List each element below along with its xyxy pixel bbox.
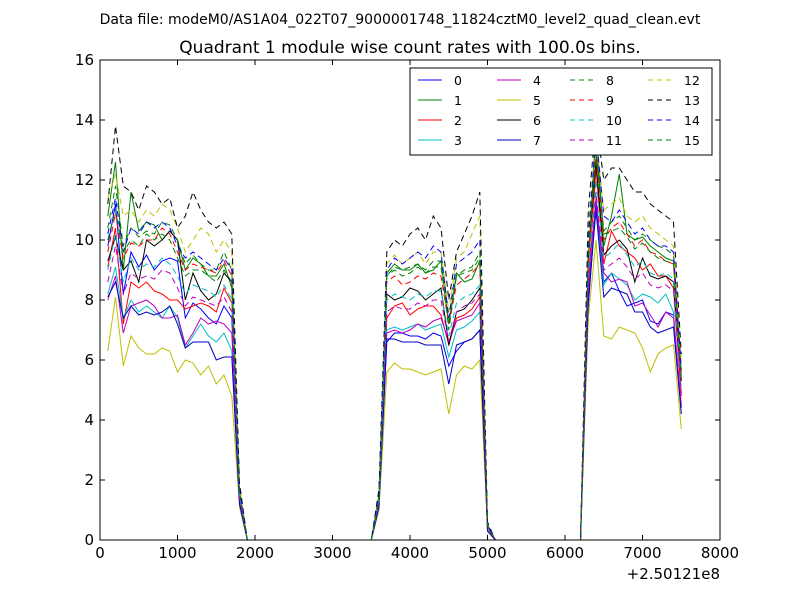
series-line-6 xyxy=(107,161,682,540)
series-line-3 xyxy=(107,209,682,540)
series-line-13 xyxy=(107,119,682,540)
y-tick-label: 12 xyxy=(75,171,94,189)
y-tick-label: 10 xyxy=(75,231,94,249)
legend-label-0: 0 xyxy=(454,73,462,88)
y-tick-label: 8 xyxy=(84,291,94,309)
legend-label-4: 4 xyxy=(533,73,541,88)
y-tick-label: 6 xyxy=(84,351,94,369)
y-tick-label: 4 xyxy=(84,411,94,429)
y-tick-label: 0 xyxy=(84,531,94,549)
legend-label-9: 9 xyxy=(606,93,614,108)
y-tick-label: 2 xyxy=(84,471,94,489)
series-line-1 xyxy=(107,125,682,540)
legend-label-15: 15 xyxy=(684,133,700,148)
legend-label-13: 13 xyxy=(684,93,700,108)
series-line-7 xyxy=(107,209,682,540)
x-tick-label: 7000 xyxy=(623,544,661,562)
y-tick-label: 16 xyxy=(75,51,94,69)
legend-label-1: 1 xyxy=(454,93,462,108)
series-line-14 xyxy=(107,131,682,540)
series-line-5 xyxy=(107,239,682,540)
legend-label-2: 2 xyxy=(454,113,462,128)
series-line-10 xyxy=(107,179,682,540)
series-line-4 xyxy=(107,197,682,540)
x-offset-label: +2.50121e8 xyxy=(627,565,720,583)
legend-label-6: 6 xyxy=(533,113,541,128)
series-line-9 xyxy=(107,155,682,540)
legend-label-12: 12 xyxy=(684,73,700,88)
legend-label-7: 7 xyxy=(533,133,541,148)
series-layer xyxy=(107,119,682,540)
series-line-2 xyxy=(107,167,682,540)
series-line-12 xyxy=(107,137,682,540)
x-tick-label: 2000 xyxy=(236,544,274,562)
x-tick-label: 4000 xyxy=(391,544,429,562)
series-line-8 xyxy=(107,143,682,540)
series-line-11 xyxy=(107,191,682,540)
series-line-15 xyxy=(107,149,682,540)
legend-label-8: 8 xyxy=(606,73,614,88)
x-tick-label: 0 xyxy=(95,544,105,562)
legend-label-11: 11 xyxy=(606,133,622,148)
x-tick-label: 5000 xyxy=(468,544,506,562)
x-tick-label: 1000 xyxy=(158,544,196,562)
suptitle: Data file: modeM0/AS1A04_022T07_90000017… xyxy=(100,12,701,28)
axes-ticks: 0 1000 2000 3000 4000 5000 6000 7000 80000246810… xyxy=(75,51,739,562)
legend-label-3: 3 xyxy=(454,133,462,148)
y-tick-label: 14 xyxy=(75,111,94,129)
x-tick-label: 3000 xyxy=(313,544,351,562)
legend-label-14: 14 xyxy=(684,113,700,128)
legend-label-10: 10 xyxy=(606,113,622,128)
chart-title: Quadrant 1 module wise count rates with … xyxy=(179,38,640,58)
x-tick-label: 6000 xyxy=(546,544,584,562)
x-tick-label: 8000 xyxy=(701,544,739,562)
legend-label-5: 5 xyxy=(533,93,541,108)
